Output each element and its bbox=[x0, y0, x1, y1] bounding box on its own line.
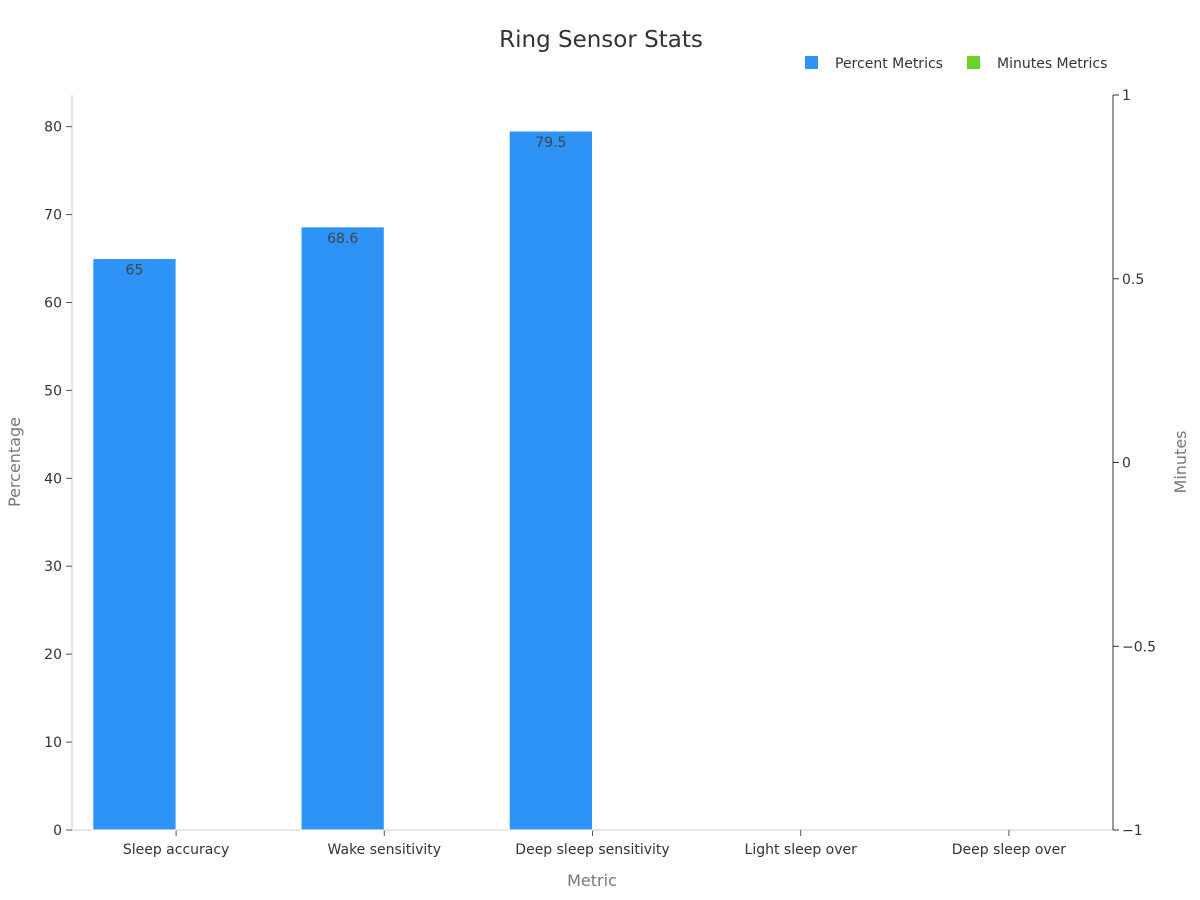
chart-title: Ring Sensor Stats bbox=[499, 27, 703, 53]
bar bbox=[300, 226, 385, 831]
y-tick-label: 10 bbox=[44, 735, 62, 751]
bar-labels: 65 68.6 79.5 bbox=[126, 135, 567, 278]
x-axis-label: Metric bbox=[567, 871, 617, 890]
y-axis-label: Percentage bbox=[5, 417, 24, 507]
bar-data-label: 68.6 bbox=[327, 231, 358, 247]
y2-tick-label: −0.5 bbox=[1122, 639, 1156, 655]
legend-label-minutes: Minutes Metrics bbox=[997, 56, 1107, 72]
y-tick-label: 50 bbox=[44, 383, 62, 399]
y-tick-label: 70 bbox=[44, 208, 62, 224]
axes: 0 10 20 30 40 50 60 70 80 1 0.5 0 −0.5 −1 Sleep accura… bbox=[44, 88, 1156, 858]
x-tick-label: Deep sleep over bbox=[952, 842, 1067, 858]
y2-tick-label: 0 bbox=[1122, 456, 1131, 472]
y2-tick-label: −1 bbox=[1122, 823, 1143, 839]
x-tick-label: Sleep accuracy bbox=[123, 842, 230, 858]
bar bbox=[508, 130, 593, 831]
legend-swatch-percent bbox=[805, 56, 818, 69]
y-tick-label: 30 bbox=[44, 559, 62, 575]
x-tick-label: Wake sensitivity bbox=[328, 842, 442, 858]
legend: Percent Metrics Minutes Metrics bbox=[805, 56, 1107, 72]
y-tick-label: 0 bbox=[53, 823, 62, 839]
y2-axis-label: Minutes bbox=[1171, 431, 1190, 494]
bar-data-label: 65 bbox=[126, 263, 144, 279]
y2-tick-label: 1 bbox=[1122, 88, 1131, 104]
y-tick-label: 60 bbox=[44, 295, 62, 311]
legend-swatch-minutes bbox=[967, 56, 980, 69]
y-tick-label: 20 bbox=[44, 647, 62, 663]
y-tick-label: 80 bbox=[44, 120, 62, 136]
x-tick-label: Deep sleep sensitivity bbox=[515, 842, 669, 858]
y-tick-label: 40 bbox=[44, 471, 62, 487]
bar-data-label: 79.5 bbox=[535, 135, 566, 151]
x-tick-label: Light sleep over bbox=[745, 842, 858, 858]
bars bbox=[92, 130, 593, 831]
legend-label-percent: Percent Metrics bbox=[835, 56, 943, 72]
bar bbox=[92, 258, 177, 831]
y2-tick-label: 0.5 bbox=[1122, 272, 1144, 288]
